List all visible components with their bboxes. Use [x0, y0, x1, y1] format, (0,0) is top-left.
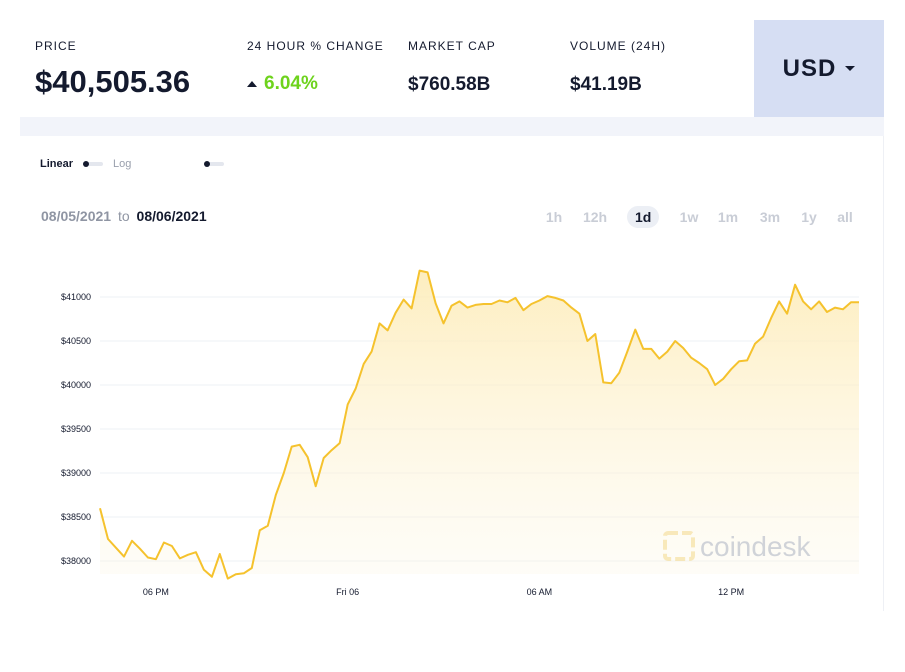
switch-knob	[83, 161, 89, 167]
y-tick-label: $39000	[61, 468, 91, 478]
area-layer	[100, 270, 859, 579]
x-tick-label: 06 PM	[143, 587, 169, 597]
stats-bar: PRICE $40,505.36 24 HOUR % CHANGE 6.04% …	[20, 20, 884, 117]
up-arrow-icon	[247, 81, 257, 87]
y-tick-label: $40500	[61, 336, 91, 346]
scale-log-switch[interactable]	[204, 161, 224, 167]
range-12h-button[interactable]: 12h	[582, 209, 608, 225]
range-all-button[interactable]: all	[837, 209, 853, 225]
x-tick-label: 06 AM	[527, 587, 553, 597]
change-value: 6.04%	[264, 73, 318, 94]
currency-dropdown[interactable]: USD	[754, 20, 884, 117]
watermark-text: coindesk	[700, 531, 812, 562]
range-3m-button[interactable]: 3m	[759, 209, 781, 225]
range-1d-button[interactable]: 1d	[627, 206, 660, 228]
y-tick-label: $39500	[61, 424, 91, 434]
y-tick-label: $40000	[61, 380, 91, 390]
axis-labels: $38000 $38500 $39000 $39500 $40000 $40500 $410…	[61, 292, 744, 597]
market-cap-value: $760.58B	[408, 74, 491, 95]
date-to-word: to	[117, 208, 130, 224]
header-divider	[20, 117, 884, 136]
range-1w-button[interactable]: 1w	[679, 209, 699, 225]
time-range-selector: 1h 12h 1d 1w 1m 3m 1y all	[0, 206, 905, 228]
price-line	[99, 269, 859, 580]
switch-knob	[204, 161, 210, 167]
x-tick-label: 12 PM	[718, 587, 744, 597]
volume-value: $41.19B	[570, 74, 642, 95]
panel-border	[883, 136, 884, 611]
y-tick-label: $38000	[61, 556, 91, 566]
scale-linear-switch[interactable]	[83, 161, 103, 167]
scale-log-label[interactable]: Log	[113, 158, 132, 170]
price-label: PRICE	[35, 39, 77, 53]
line-layer	[99, 269, 860, 580]
scale-linear-label[interactable]: Linear	[40, 158, 74, 170]
price-value: $40,505.36	[35, 64, 191, 99]
y-tick-label: $41000	[61, 292, 91, 302]
coindesk-watermark: coindesk	[663, 531, 812, 562]
volume-label: VOLUME (24H)	[570, 39, 667, 53]
y-tick-label: $38500	[61, 512, 91, 522]
range-1m-button[interactable]: 1m	[717, 209, 739, 225]
coindesk-logo-icon	[663, 531, 695, 561]
market-cap-label: MARKET CAP	[408, 39, 496, 53]
price-area-fill	[100, 270, 859, 579]
date-until: 08/06/2021	[136, 208, 207, 224]
date-from: 08/05/2021	[41, 208, 112, 224]
currency-code: USD	[782, 54, 837, 82]
range-1h-button[interactable]: 1h	[545, 209, 563, 225]
range-1y-button[interactable]: 1y	[801, 209, 817, 225]
chevron-down-icon	[845, 66, 856, 71]
x-tick-label: Fri 06	[336, 587, 359, 597]
date-range: 08/05/2021 to 08/06/2021	[41, 208, 207, 224]
change-label: 24 HOUR % CHANGE	[247, 39, 384, 53]
